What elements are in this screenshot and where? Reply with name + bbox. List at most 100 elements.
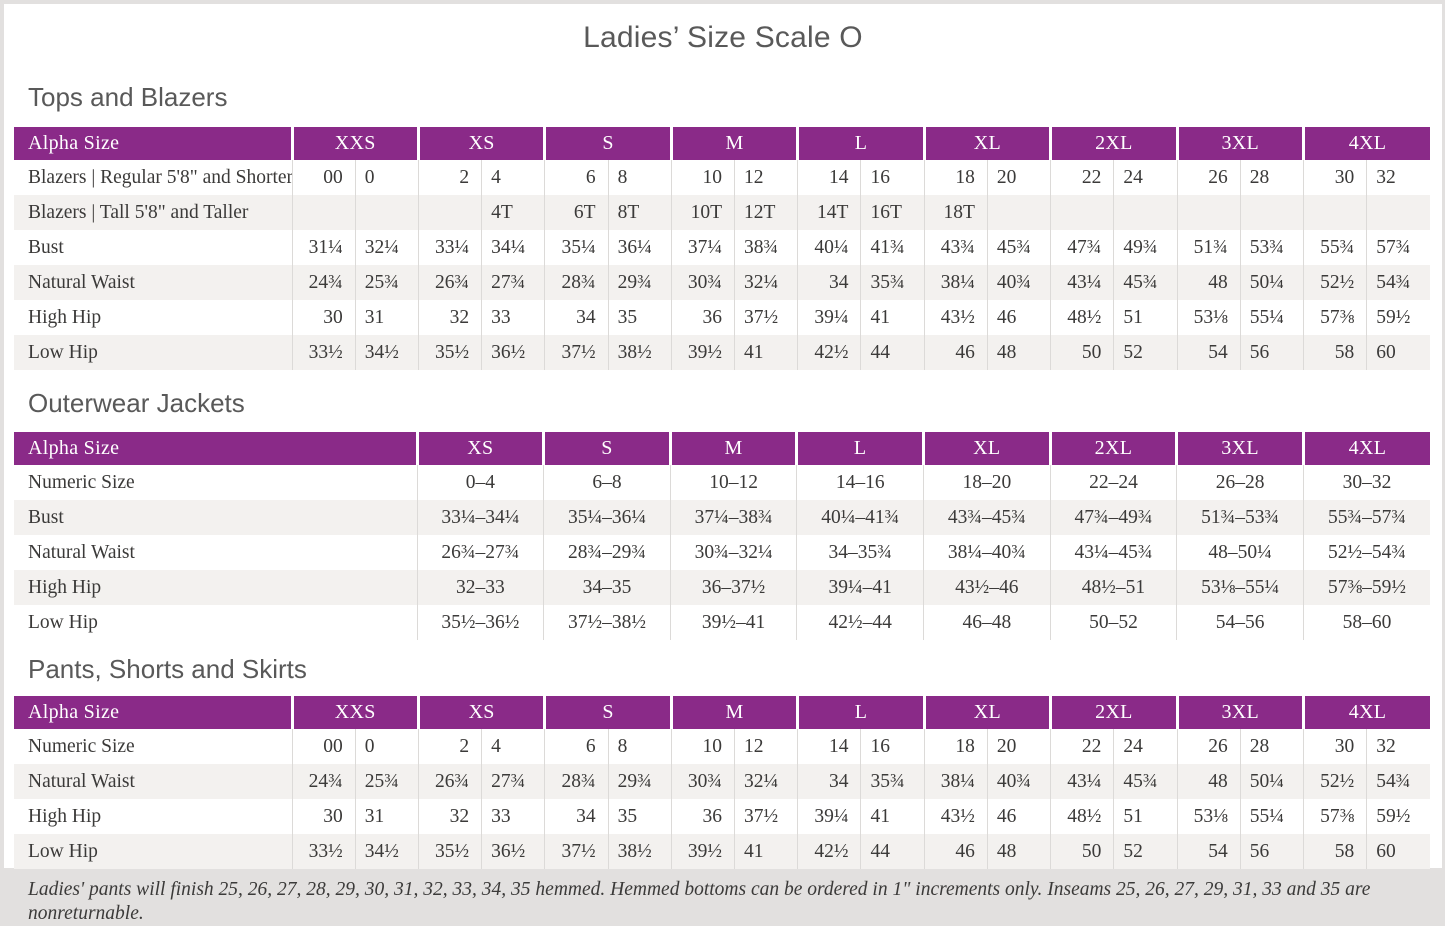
size-cell: 33¼–34¼ xyxy=(416,500,544,535)
size-cell: 47¾ xyxy=(1050,230,1114,265)
row-label: Bust xyxy=(28,236,64,258)
size-cell: 37½ xyxy=(734,300,798,335)
size-cell: 52 xyxy=(1113,335,1178,370)
size-cell: 16 xyxy=(860,729,925,764)
size-cell: 44 xyxy=(860,335,925,370)
size-cell: 45¾ xyxy=(986,230,1051,265)
size-cell: 42½ xyxy=(797,335,861,370)
size-cell: 30¾ xyxy=(670,265,735,300)
row-label: High Hip xyxy=(28,306,102,328)
size-cell: 30 xyxy=(291,799,356,834)
size-cell: 48 xyxy=(1176,265,1241,300)
size-cell: 46 xyxy=(923,834,988,869)
size-cell: 48½ xyxy=(1050,300,1114,335)
size-cell: 30 xyxy=(1302,160,1367,195)
column-header-xs: XS xyxy=(416,696,545,729)
size-cell: 26 xyxy=(1176,729,1241,764)
row-label: High Hip xyxy=(28,805,102,827)
size-cell: 55¾–57¾ xyxy=(1302,500,1430,535)
size-cell: 54 xyxy=(1176,335,1241,370)
size-cell: 4 xyxy=(481,729,545,764)
size-cell: 48 xyxy=(986,834,1051,869)
size-cell: 51¾ xyxy=(1176,230,1241,265)
size-cell: 24¾ xyxy=(291,764,356,799)
size-cell: 41 xyxy=(860,799,925,834)
size-cell: 37¼ xyxy=(670,230,735,265)
size-cell: 0 xyxy=(354,729,419,764)
size-cell: 16T xyxy=(860,195,925,230)
size-cell: 34½ xyxy=(354,335,419,370)
size-cell: 43¼–45¾ xyxy=(1049,535,1177,570)
table-row: Blazers | Tall 5'8" and Taller 4T 6T 8T 10T 1… xyxy=(14,195,1430,230)
size-cell: 31¼ xyxy=(291,230,356,265)
size-cell: 10–12 xyxy=(669,465,797,500)
size-cell: 8 xyxy=(607,729,672,764)
column-header-s: S xyxy=(543,127,672,160)
column-header-xl: XL xyxy=(922,432,1051,465)
size-cell: 53⅛ xyxy=(1176,300,1241,335)
size-cell: 59½ xyxy=(1366,799,1430,834)
footnote: Ladies' pants will finish 25, 26, 27, 28… xyxy=(28,879,1371,924)
size-cell: 20 xyxy=(986,729,1051,764)
size-cell: 36–37½ xyxy=(669,570,797,605)
table-row: Low Hip 33½ 34½ 35½ 36½ 37½ 38½ 39½ 41 42½ 44 46 48 5… xyxy=(14,834,1430,869)
size-cell: 4T xyxy=(481,195,545,230)
size-cell: 32¼ xyxy=(734,265,798,300)
size-cell: 37½–38½ xyxy=(543,605,671,640)
table-row: Low Hip 35½–36½ 37½–38½ 39½–41 42½–44 46–48 50… xyxy=(14,605,1430,640)
column-header-alpha-size: Alpha Size xyxy=(14,432,417,465)
row-label: Low Hip xyxy=(14,834,292,869)
size-cell xyxy=(291,195,356,230)
size-cell: 38¼ xyxy=(923,265,988,300)
row-label: High Hip xyxy=(14,570,417,605)
size-cell: 37½ xyxy=(734,799,798,834)
size-cell: 54¾ xyxy=(1366,764,1430,799)
column-header-4xl: 4XL xyxy=(1302,127,1430,160)
size-cell: 16 xyxy=(860,160,925,195)
table-row: High Hip 30 31 32 33 34 35 36 37½ 39¼ 41 43½ 46 48½ 51… xyxy=(14,300,1430,335)
size-cell: 43½ xyxy=(923,799,988,834)
size-cell: 0 xyxy=(354,160,419,195)
size-cell xyxy=(1366,195,1430,230)
size-cell: 34¼ xyxy=(481,230,545,265)
size-cell: 39¼–41 xyxy=(796,570,924,605)
size-cell: 43½ xyxy=(923,300,988,335)
size-cell: 52½ xyxy=(1302,265,1367,300)
size-cell: 10 xyxy=(670,160,735,195)
row-label: Numeric Size xyxy=(28,471,135,493)
column-header-4xl: 4XL xyxy=(1302,696,1430,729)
size-cell: 26¾–27¾ xyxy=(416,535,544,570)
table-row: Natural Waist 24¾ 25¾ 26¾ 27¾ 28¾ 29¾ 30¾ 32¼ 34 3… xyxy=(14,764,1430,799)
row-label: Low Hip xyxy=(14,335,292,370)
size-cell: 30–32 xyxy=(1302,465,1430,500)
size-cell: 50¼ xyxy=(1239,265,1304,300)
size-cell: 43¾ xyxy=(923,230,988,265)
table-outerwear-jackets: Alpha Size XS S M L XL 2XL 3XL 4XL Numeric Size 0–… xyxy=(14,432,1430,640)
column-header-m: M xyxy=(669,696,798,729)
size-cell: 32¼ xyxy=(734,764,798,799)
size-cell: 38½ xyxy=(607,834,672,869)
column-header-2xl: 2XL xyxy=(1049,127,1178,160)
size-cell: 40¼ xyxy=(797,230,861,265)
size-cell: 36½ xyxy=(481,335,545,370)
size-cell: 51 xyxy=(1113,300,1178,335)
size-cell: 48 xyxy=(986,335,1051,370)
size-cell: 40¼–41¾ xyxy=(796,500,924,535)
size-cell: 35½–36½ xyxy=(416,605,544,640)
size-cell: 45¾ xyxy=(1113,265,1178,300)
size-cell: 24¾ xyxy=(291,265,356,300)
size-cell: 53⅛ xyxy=(1176,799,1241,834)
size-cell xyxy=(1239,195,1304,230)
section-heading-tops-and-blazers: Tops and Blazers xyxy=(28,82,228,112)
row-label: Low Hip xyxy=(28,611,98,633)
size-cell: 53⅛–55¼ xyxy=(1176,570,1304,605)
size-cell: 46 xyxy=(986,799,1051,834)
size-cell: 20 xyxy=(986,160,1051,195)
size-cell: 44 xyxy=(860,834,925,869)
size-cell: 0–4 xyxy=(416,465,544,500)
column-header-s: S xyxy=(543,696,672,729)
size-cell: 45¾ xyxy=(1113,764,1178,799)
table-row: Numeric Size 0–4 6–8 10–12 14–16 18–20 22–24 26… xyxy=(14,465,1430,500)
size-cell xyxy=(417,195,482,230)
row-label: Blazers | Tall 5'8" and Taller xyxy=(14,195,292,230)
